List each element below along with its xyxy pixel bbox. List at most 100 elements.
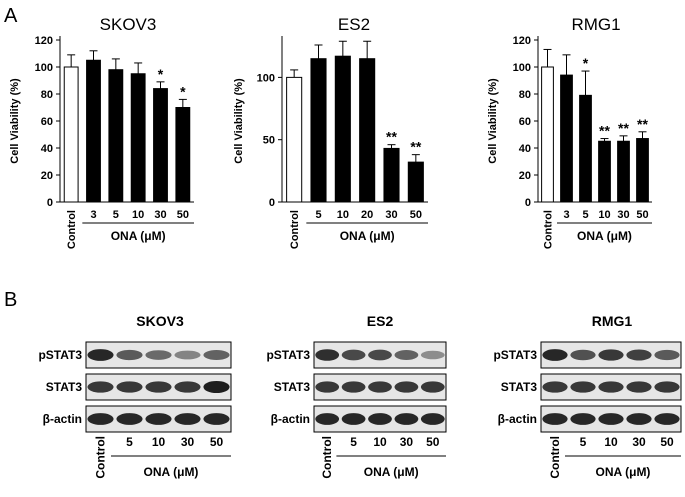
blot-xlabel: ONA (μM) bbox=[596, 465, 651, 479]
blot-title: RMG1 bbox=[592, 313, 633, 329]
blot-band bbox=[203, 350, 230, 360]
x-tick-label: 30 bbox=[617, 209, 629, 221]
blot-band bbox=[542, 381, 568, 393]
significance-marker: ** bbox=[618, 120, 629, 136]
y-tick-label: 80 bbox=[519, 89, 531, 101]
y-tick-label: 120 bbox=[513, 35, 531, 47]
bar bbox=[86, 59, 101, 203]
x-tick-label: 50 bbox=[410, 209, 422, 221]
chart-1: ES2 0 50 100 Cell Viability (%) Control 5 10 20 *… bbox=[233, 15, 428, 249]
bar bbox=[108, 69, 124, 203]
bar bbox=[130, 73, 146, 203]
x-tick-label: Control bbox=[543, 210, 555, 249]
blot-row-label: β-actin bbox=[271, 412, 310, 426]
blot-band bbox=[542, 413, 568, 425]
blot-band bbox=[145, 413, 172, 425]
blot-xlabel: ONA (μM) bbox=[364, 465, 419, 479]
blot-lane-label: 50 bbox=[210, 435, 224, 449]
y-tick-label: 100 bbox=[513, 62, 531, 74]
blot-band bbox=[116, 349, 143, 361]
blot-band bbox=[341, 349, 366, 361]
blot-0: SKOV3 pSTAT3 STAT3 β-actin Control 5 10 30 50 ONA… bbox=[38, 313, 232, 479]
x-tick-label: 5 bbox=[315, 209, 321, 221]
significance-marker: * bbox=[583, 55, 589, 71]
y-tick-label: 0 bbox=[269, 197, 275, 209]
blot-lane-label: 10 bbox=[373, 435, 387, 449]
western-blots: SKOV3 pSTAT3 STAT3 β-actin Control 5 10 30 50 ONA… bbox=[38, 313, 682, 479]
blot-lane-label: 10 bbox=[604, 435, 618, 449]
blot-band bbox=[654, 413, 680, 425]
blot-row-label: pSTAT3 bbox=[266, 348, 310, 362]
bar bbox=[383, 147, 400, 203]
y-tick-label: 40 bbox=[519, 143, 531, 155]
y-tick-label: 20 bbox=[519, 170, 531, 182]
blot-band bbox=[87, 349, 114, 361]
blot-row-label: STAT3 bbox=[46, 380, 83, 394]
blot-band bbox=[598, 413, 624, 425]
significance-marker: ** bbox=[386, 129, 397, 145]
blot-band bbox=[598, 349, 624, 361]
x-axis-label: ONA (μM) bbox=[111, 229, 166, 243]
blot-row-label: STAT3 bbox=[501, 380, 538, 394]
significance-marker: ** bbox=[599, 123, 610, 139]
panel-label-b: B bbox=[4, 289, 17, 311]
blot-title: SKOV3 bbox=[136, 313, 184, 329]
x-tick-label: 50 bbox=[177, 209, 189, 221]
blot-band bbox=[542, 349, 568, 361]
y-tick-label: 60 bbox=[41, 116, 53, 128]
significance-marker: * bbox=[180, 83, 186, 99]
x-tick-label: 10 bbox=[598, 209, 610, 221]
blot-band bbox=[116, 381, 143, 393]
blot-1: ES2 pSTAT3 STAT3 β-actin Control 5 10 30 50 ONA (… bbox=[266, 313, 447, 479]
blot-band bbox=[368, 413, 392, 425]
blot-band bbox=[654, 349, 680, 361]
blot-lane-label: 5 bbox=[126, 435, 133, 449]
blot-lane-label: 30 bbox=[400, 435, 414, 449]
blot-band bbox=[87, 413, 114, 425]
blot-row-label: STAT3 bbox=[274, 380, 311, 394]
blot-lane-label: Control bbox=[548, 436, 562, 479]
blot-title: ES2 bbox=[367, 313, 394, 329]
blot-band bbox=[368, 381, 392, 393]
blot-band bbox=[420, 350, 445, 360]
x-tick-label: 5 bbox=[582, 209, 588, 221]
blot-band bbox=[570, 413, 596, 425]
y-tick-label: 50 bbox=[263, 135, 275, 147]
bar bbox=[310, 58, 327, 203]
x-tick-label: 50 bbox=[636, 209, 648, 221]
blot-band bbox=[368, 349, 392, 361]
panel-label-a: A bbox=[4, 5, 18, 27]
blot-band bbox=[315, 413, 340, 425]
bar bbox=[153, 88, 168, 203]
y-tick-label: 120 bbox=[35, 35, 53, 47]
bar bbox=[63, 66, 79, 203]
blot-band bbox=[394, 413, 419, 425]
y-tick-label: 40 bbox=[41, 143, 53, 155]
blot-band bbox=[420, 381, 445, 393]
y-tick-label: 100 bbox=[257, 72, 275, 84]
x-tick-label: 20 bbox=[361, 209, 373, 221]
blot-lane-label: Control bbox=[94, 436, 108, 479]
blot-band bbox=[116, 413, 143, 425]
y-tick-label: 0 bbox=[525, 197, 531, 209]
blot-lane-label: 5 bbox=[350, 435, 357, 449]
x-tick-label: Control bbox=[289, 210, 301, 249]
chart-title: ES2 bbox=[338, 15, 370, 34]
blot-band bbox=[145, 381, 172, 393]
blot-band bbox=[626, 381, 652, 393]
blot-band bbox=[394, 350, 419, 360]
bar bbox=[636, 138, 649, 203]
bar bbox=[334, 55, 351, 203]
x-tick-label: Control bbox=[66, 210, 78, 249]
blot-lane-label: 10 bbox=[152, 435, 166, 449]
x-axis-label: ONA (μM) bbox=[340, 229, 395, 243]
blot-row-label: β-actin bbox=[498, 412, 537, 426]
blot-band bbox=[420, 413, 445, 425]
x-tick-label: 3 bbox=[563, 209, 569, 221]
y-axis-label: Cell Viability (%) bbox=[233, 78, 245, 164]
chart-2: RMG1 0 20 40 60 80 100 120 Cell Viability (%) Con… bbox=[487, 15, 652, 249]
bar bbox=[175, 107, 191, 203]
y-tick-label: 100 bbox=[35, 62, 53, 74]
